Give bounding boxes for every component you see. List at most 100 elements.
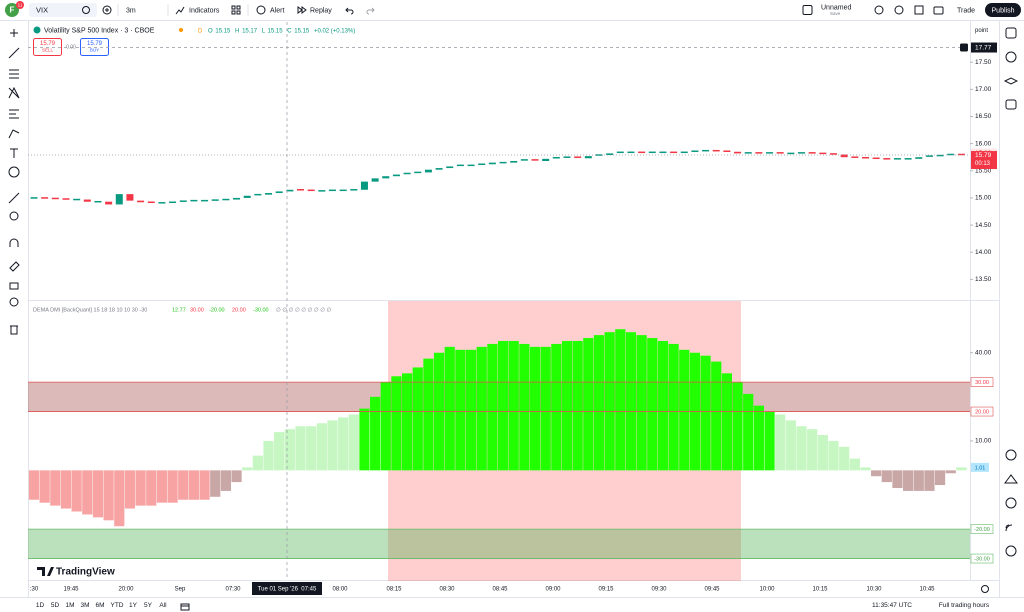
target-icon[interactable]	[1005, 449, 1017, 461]
histogram-bar	[679, 349, 690, 471]
indicator-value: 20.00	[232, 307, 246, 313]
histogram-bar	[540, 346, 551, 471]
search-icon[interactable]	[874, 5, 884, 15]
candle	[659, 151, 667, 154]
prediction-tool[interactable]	[9, 109, 19, 119]
trend-line-tool[interactable]	[8, 47, 20, 59]
candle	[211, 199, 219, 201]
crosshair-time-box	[252, 582, 322, 595]
candle	[499, 161, 507, 164]
histogram-bar	[753, 405, 764, 471]
histogram-bar	[529, 346, 541, 471]
snapshot-icon[interactable]	[933, 6, 944, 15]
candle	[702, 149, 710, 152]
zoom-tool[interactable]	[9, 211, 19, 221]
candle	[360, 181, 368, 190]
trade-button[interactable]: Trade	[957, 7, 975, 14]
ideas-icon[interactable]	[1004, 474, 1018, 484]
candle	[201, 199, 209, 202]
lock-tool[interactable]	[9, 282, 19, 290]
layers-icon[interactable]	[1003, 77, 1019, 85]
range-button[interactable]: 3M	[80, 602, 89, 609]
band-label-box	[970, 406, 994, 417]
pattern-tool[interactable]	[8, 86, 20, 99]
watchlist-icon[interactable]	[1005, 27, 1017, 39]
hotlist-icon[interactable]	[1005, 497, 1017, 509]
range-button[interactable]: 6M	[95, 602, 104, 609]
measure-tool[interactable]	[8, 192, 20, 204]
alert-button[interactable]: Alert	[270, 7, 284, 14]
icon-tool[interactable]	[8, 166, 20, 178]
candle	[936, 154, 944, 157]
candle	[137, 200, 145, 203]
range-button[interactable]: 1Y	[129, 602, 138, 609]
lower-band	[28, 529, 970, 559]
cursor-tool[interactable]	[10, 29, 18, 37]
histogram-bar	[359, 408, 370, 471]
layout-icon[interactable]	[802, 5, 813, 15]
chat-icon[interactable]	[1005, 99, 1017, 110]
fib-tool[interactable]	[9, 69, 19, 79]
candle	[840, 154, 848, 158]
range-button[interactable]: 1M	[65, 602, 74, 609]
histogram-bar	[402, 373, 413, 471]
indicators-button[interactable]: Indicators	[189, 7, 220, 14]
histogram-bar	[370, 396, 381, 471]
replay-button[interactable]: Replay	[310, 7, 332, 14]
redo-icon[interactable]	[366, 7, 375, 15]
histogram-bar	[625, 332, 637, 471]
candle	[424, 169, 432, 173]
axis-settings[interactable]	[981, 585, 989, 593]
x-tick-label: 09:15	[598, 587, 614, 593]
text-tool[interactable]	[10, 148, 18, 158]
lock-drawings[interactable]	[9, 261, 20, 272]
layout-name[interactable]: Unnamed	[821, 4, 851, 11]
candle	[776, 152, 784, 154]
hide-tool[interactable]	[9, 297, 19, 307]
range-button[interactable]: All	[159, 602, 167, 609]
x-tick-label: Sep	[175, 587, 186, 593]
histogram-bar	[519, 343, 530, 471]
buy-button[interactable]	[80, 38, 109, 56]
session-dot	[179, 28, 183, 32]
brush-tool[interactable]	[8, 129, 20, 139]
candle	[243, 195, 251, 198]
histogram-bar	[103, 470, 114, 521]
axes: 17.50 17.00 16.50 16.00 15.50 15.00 14.50 14.00…	[28, 22, 997, 595]
y-tick-label: 13.50	[975, 276, 992, 283]
undo-icon[interactable]	[345, 7, 354, 15]
compare-icon[interactable]	[82, 6, 90, 14]
x-tick-label: 09:00	[545, 587, 561, 593]
add-icon[interactable]	[102, 5, 112, 15]
magnet-tool[interactable]	[9, 238, 19, 247]
fullscreen-icon[interactable]	[914, 5, 924, 15]
avatar[interactable]	[5, 3, 19, 17]
candle	[73, 198, 81, 201]
templates-icon[interactable]	[231, 5, 236, 10]
interval[interactable]: 3m	[126, 7, 136, 14]
alerts-icon[interactable]	[1005, 51, 1017, 63]
range-button[interactable]: 5D	[51, 602, 60, 609]
candle	[574, 156, 582, 158]
x-tick-label: :30	[30, 587, 39, 593]
candle	[744, 152, 752, 154]
settings-icon[interactable]	[894, 5, 904, 15]
sell-button[interactable]	[33, 38, 62, 56]
remove-tool[interactable]	[10, 325, 18, 335]
candle	[925, 155, 933, 157]
watermark: TradingView	[37, 567, 115, 578]
stream-icon[interactable]	[1005, 524, 1013, 532]
date-range-icon[interactable]	[180, 603, 190, 611]
publish-button[interactable]	[985, 3, 1021, 17]
last-price-box	[971, 151, 997, 170]
range-button[interactable]: 1D	[36, 602, 45, 609]
symbol-search[interactable]	[29, 3, 97, 17]
range-button[interactable]: 5Y	[144, 602, 153, 609]
session-toggle[interactable]: Full trading hours	[939, 602, 990, 609]
histogram	[28, 329, 967, 527]
indicator-value: 12.77	[172, 307, 186, 313]
candle	[62, 198, 70, 200]
help-icon[interactable]	[1005, 545, 1017, 557]
range-button[interactable]: YTD	[111, 602, 124, 609]
